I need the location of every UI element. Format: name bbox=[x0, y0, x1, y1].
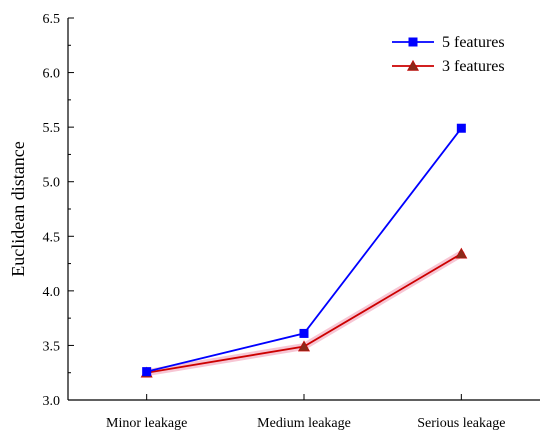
y-tick-label: 3.0 bbox=[43, 394, 61, 409]
series-line-shadow bbox=[143, 250, 465, 377]
y-axis-tick-labels: 3.0 3.5 4.0 4.5 5.0 5.5 6.0 6.5 bbox=[43, 12, 61, 409]
data-point bbox=[455, 247, 468, 259]
y-tick-label: 6.0 bbox=[43, 67, 61, 82]
series-line bbox=[146, 252, 462, 374]
y-tick-label: 3.5 bbox=[43, 339, 61, 354]
legend-marker bbox=[408, 37, 418, 47]
data-point bbox=[299, 328, 309, 338]
y-tick-label: 5.5 bbox=[43, 121, 61, 136]
legend-label: 3 features bbox=[442, 58, 505, 75]
y-tick-label: 4.0 bbox=[43, 285, 61, 300]
legend-entry: 5 features bbox=[392, 34, 505, 51]
series-group bbox=[140, 123, 468, 378]
series-3-features bbox=[140, 247, 468, 378]
y-tick-label: 5.0 bbox=[43, 176, 61, 191]
axes bbox=[67, 17, 540, 401]
legend-marker bbox=[406, 59, 420, 71]
legend-entry: 3 features bbox=[392, 58, 505, 75]
series-5-features bbox=[142, 123, 466, 377]
legend-label: 5 features bbox=[442, 34, 505, 51]
legend: 5 features 3 features bbox=[392, 34, 505, 75]
x-axis-tick-labels: Minor leakage Medium leakage Serious leaka… bbox=[106, 416, 505, 431]
data-point bbox=[456, 123, 466, 133]
y-tick-label: 6.5 bbox=[43, 12, 61, 27]
y-tick-label: 4.5 bbox=[43, 230, 61, 245]
y-axis-title: Euclidean distance bbox=[8, 141, 28, 276]
x-tick-label: Serious leakage bbox=[417, 416, 505, 431]
data-point bbox=[142, 367, 152, 377]
data-point bbox=[297, 340, 311, 352]
x-tick-label: Minor leakage bbox=[106, 416, 187, 431]
x-tick-label: Medium leakage bbox=[257, 416, 351, 431]
